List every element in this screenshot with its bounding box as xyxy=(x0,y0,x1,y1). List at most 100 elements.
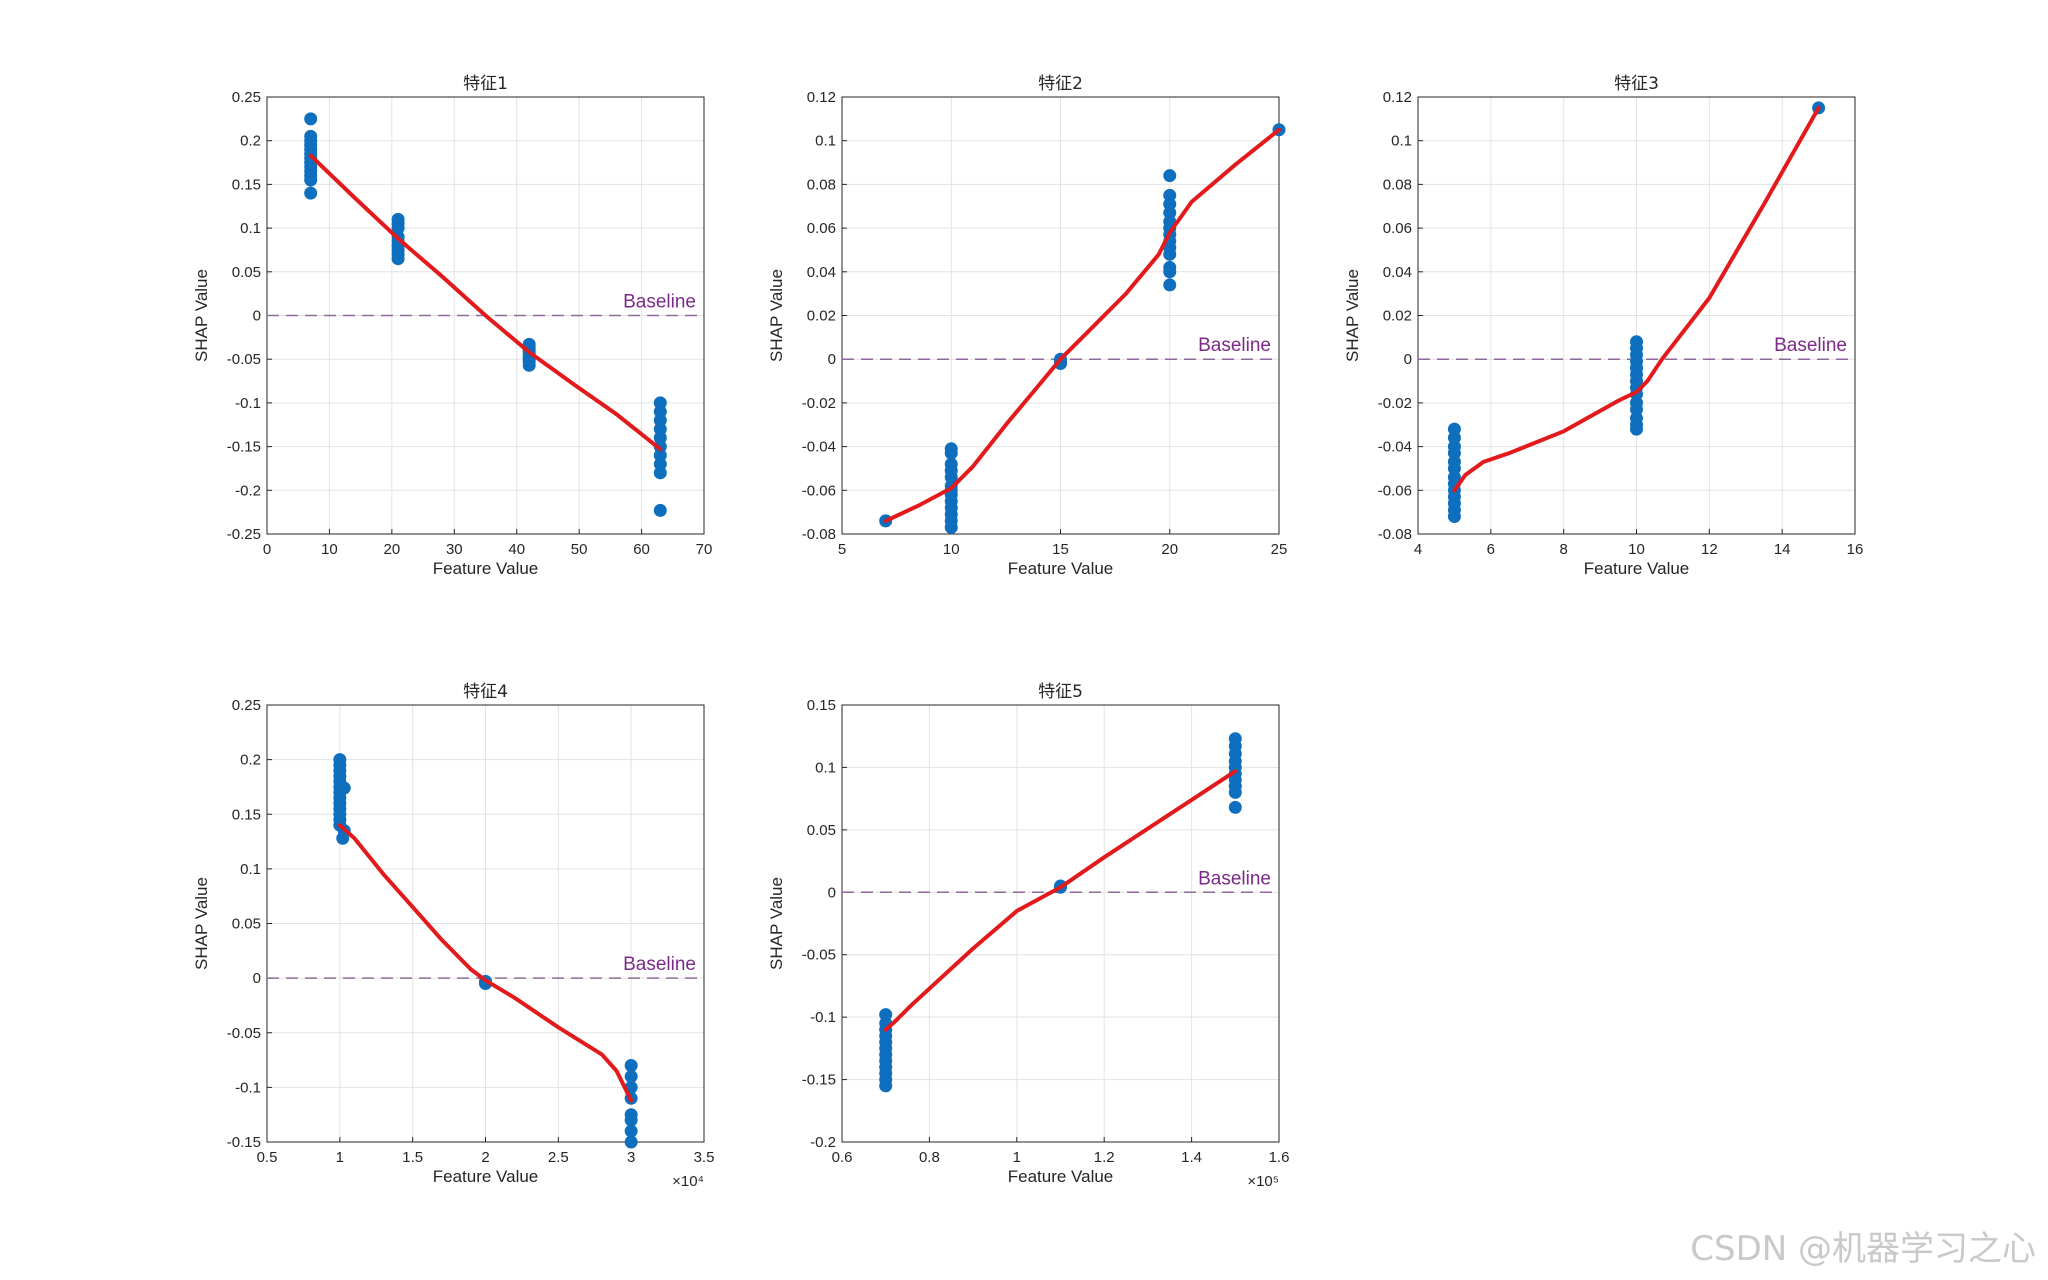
x-tick-label: 40 xyxy=(508,541,525,558)
y-tick-label: 0.1 xyxy=(240,861,261,878)
data-point xyxy=(304,112,318,126)
x-tick-label: 0.8 xyxy=(919,1149,940,1166)
x-exponent-label: ×10⁵ xyxy=(1247,1173,1279,1190)
data-point xyxy=(304,173,318,187)
subplot-title: 特征2 xyxy=(1038,74,1083,94)
data-point xyxy=(624,1124,638,1138)
baseline-label: Baseline xyxy=(623,292,696,313)
trend-line xyxy=(883,127,1281,523)
y-axis-label: SHAP Value xyxy=(192,877,211,970)
y-tick-label: -0.02 xyxy=(1378,395,1412,412)
x-tick-label: 16 xyxy=(1847,541,1864,558)
x-tick-label: 1 xyxy=(336,1149,344,1166)
x-tick-label: 2.5 xyxy=(548,1149,569,1166)
x-tick-label: 20 xyxy=(1161,541,1178,558)
data-point xyxy=(522,358,536,372)
y-axis-label: SHAP Value xyxy=(192,269,211,362)
x-tick-label: 5 xyxy=(838,541,846,558)
y-tick-label: 0.1 xyxy=(240,220,261,237)
y-axis-label: SHAP Value xyxy=(767,269,786,362)
data-point xyxy=(624,1135,638,1149)
y-tick-label: 0.15 xyxy=(232,176,261,193)
y-tick-label: -0.15 xyxy=(227,1134,261,1151)
y-tick-label: 0.04 xyxy=(1383,264,1412,281)
x-exponent-label: ×10⁴ xyxy=(672,1173,704,1190)
y-tick-label: -0.08 xyxy=(1378,526,1412,543)
data-point xyxy=(879,1079,893,1093)
y-tick-label: 0.15 xyxy=(232,806,261,823)
y-tick-label: -0.1 xyxy=(235,395,261,412)
x-tick-label: 30 xyxy=(446,541,463,558)
data-point xyxy=(944,446,958,460)
data-point xyxy=(624,1069,638,1083)
trend-line xyxy=(308,153,663,452)
x-axis-label: Feature Value xyxy=(1008,559,1114,578)
x-tick-label: 8 xyxy=(1559,541,1567,558)
x-tick-label: 10 xyxy=(1628,541,1645,558)
watermark: CSDN @机器学习之心 xyxy=(1690,1229,2036,1269)
trend-line xyxy=(1452,105,1821,493)
y-tick-label: -0.1 xyxy=(235,1079,261,1096)
data-point xyxy=(1228,785,1242,799)
data-point xyxy=(336,831,350,845)
axes-box xyxy=(841,704,1280,1143)
y-tick-label: 0.1 xyxy=(815,759,836,776)
subplot-1: 0 10 20 30 40 50 60 70 -0.25 -0.2 -0.15 -0.1 -0.05 0 0… xyxy=(192,74,712,578)
y-tick-label: 0.08 xyxy=(1383,176,1412,193)
x-tick-label: 4 xyxy=(1414,541,1422,558)
x-tick-label: 1.4 xyxy=(1181,1149,1202,1166)
y-tick-label: -0.04 xyxy=(1378,439,1412,456)
data-point xyxy=(653,466,667,480)
x-tick-label: 50 xyxy=(571,541,588,558)
data-point xyxy=(1163,278,1177,292)
x-tick-label: 25 xyxy=(1271,541,1288,558)
y-tick-label: -0.25 xyxy=(227,526,261,543)
subplot-4: 0.5 1 1.5 2 2.5 3 3.5 -0.15 -0.1 -0.05 0 0.05 0.1 0.1… xyxy=(192,682,714,1190)
baseline-label: Baseline xyxy=(1198,868,1271,889)
y-tick-label: -0.2 xyxy=(810,1134,836,1151)
y-tick-label: 0.12 xyxy=(1383,89,1412,106)
x-tick-label: 1.6 xyxy=(1269,1149,1290,1166)
y-tick-label: -0.08 xyxy=(802,526,836,543)
x-tick-label: 70 xyxy=(696,541,713,558)
data-point xyxy=(624,1113,638,1127)
x-tick-label: 1.5 xyxy=(402,1149,423,1166)
data-point xyxy=(337,781,351,795)
x-tick-label: 1 xyxy=(1013,1149,1021,1166)
subplot-2: 5 10 15 20 25 -0.08 -0.06 -0.04 -0.02 0 0.02 0.04 0.… xyxy=(767,74,1287,578)
y-tick-label: 0.2 xyxy=(240,752,261,769)
x-tick-label: 2 xyxy=(481,1149,489,1166)
y-tick-label: 0.02 xyxy=(1383,308,1412,325)
y-tick-label: -0.2 xyxy=(235,482,261,499)
x-tick-label: 12 xyxy=(1701,541,1718,558)
y-tick-label: -0.15 xyxy=(802,1072,836,1089)
data-point xyxy=(1163,265,1177,279)
y-tick-label: 0 xyxy=(828,351,836,368)
subplot-5: 0.6 0.8 1 1.2 1.4 1.6 -0.2 -0.15 -0.1 -0.05 0 0.05 0… xyxy=(767,682,1289,1190)
y-tick-label: -0.05 xyxy=(227,351,261,368)
y-axis-label: SHAP Value xyxy=(1343,269,1362,362)
baseline-label: Baseline xyxy=(623,954,696,975)
y-tick-label: 0.05 xyxy=(807,822,836,839)
x-tick-label: 60 xyxy=(633,541,650,558)
x-tick-label: 3 xyxy=(627,1149,635,1166)
y-tick-label: 0.25 xyxy=(232,697,261,714)
data-point xyxy=(1163,169,1177,183)
y-tick-label: 0.04 xyxy=(807,264,836,281)
trend-line xyxy=(883,769,1238,1032)
y-tick-label: -0.05 xyxy=(227,1025,261,1042)
y-tick-label: -0.1 xyxy=(810,1009,836,1026)
baseline-label: Baseline xyxy=(1198,335,1271,356)
data-point xyxy=(624,1059,638,1073)
x-axis-label: Feature Value xyxy=(1008,1167,1114,1186)
trend-line xyxy=(337,823,634,1103)
baseline-label: Baseline xyxy=(1774,335,1847,356)
y-tick-label: 0.2 xyxy=(240,133,261,150)
y-tick-label: 0.06 xyxy=(807,220,836,237)
y-tick-label: -0.02 xyxy=(802,395,836,412)
x-tick-label: 14 xyxy=(1774,541,1791,558)
x-tick-label: 20 xyxy=(384,541,401,558)
y-tick-label: 0.08 xyxy=(807,176,836,193)
x-tick-label: 10 xyxy=(943,541,960,558)
